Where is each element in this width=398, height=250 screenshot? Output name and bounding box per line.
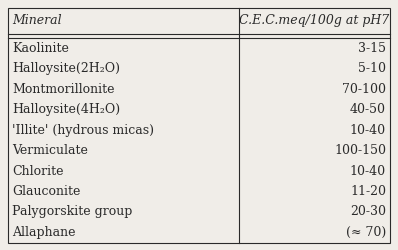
Text: 100-150: 100-150 <box>334 144 386 157</box>
Text: 40-50: 40-50 <box>350 103 386 116</box>
Text: C.E.C.meq/100g at pH7: C.E.C.meq/100g at pH7 <box>239 14 390 27</box>
Text: 70-100: 70-100 <box>342 83 386 96</box>
Text: Halloysite(4H₂O): Halloysite(4H₂O) <box>12 103 120 116</box>
Text: 20-30: 20-30 <box>350 205 386 218</box>
Text: 3-15: 3-15 <box>358 42 386 55</box>
Text: Mineral: Mineral <box>12 14 62 27</box>
Text: 11-20: 11-20 <box>350 185 386 198</box>
Text: Glauconite: Glauconite <box>12 185 80 198</box>
Text: 10-40: 10-40 <box>350 124 386 137</box>
Text: Kaolinite: Kaolinite <box>12 42 69 55</box>
Text: Allaphane: Allaphane <box>12 226 76 239</box>
Text: Chlorite: Chlorite <box>12 164 63 177</box>
Text: Palygorskite group: Palygorskite group <box>12 205 132 218</box>
Text: Montmorillonite: Montmorillonite <box>12 83 115 96</box>
Text: (≈ 70): (≈ 70) <box>346 226 386 239</box>
Text: Halloysite(2H₂O): Halloysite(2H₂O) <box>12 62 120 76</box>
Text: 'Illite' (hydrous micas): 'Illite' (hydrous micas) <box>12 124 154 137</box>
Text: 5-10: 5-10 <box>358 62 386 76</box>
Text: Vermiculate: Vermiculate <box>12 144 88 157</box>
Text: 10-40: 10-40 <box>350 164 386 177</box>
